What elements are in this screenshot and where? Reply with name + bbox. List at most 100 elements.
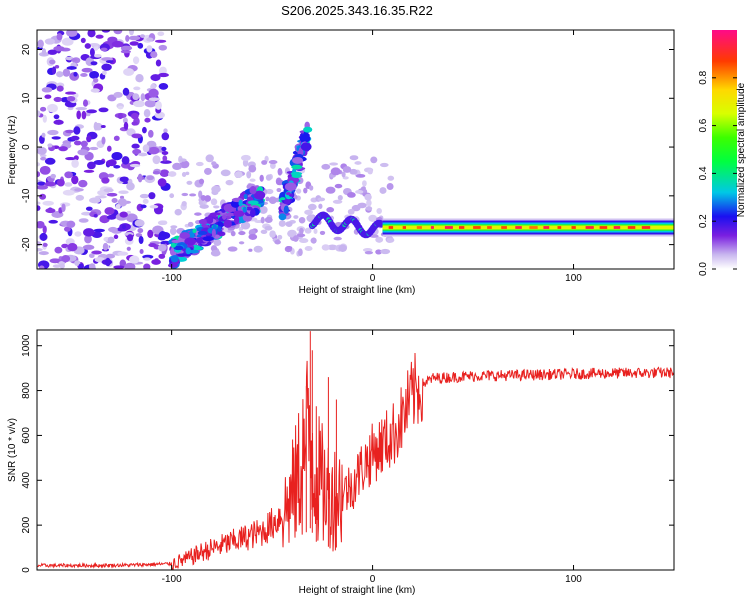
halo-speckle	[341, 171, 346, 178]
snr-x-axis-label: Height of straight line (km)	[299, 585, 416, 596]
noise-speckle	[159, 66, 167, 75]
ramp-1-speckle	[179, 232, 191, 239]
halo-speckle	[227, 246, 238, 252]
halo-speckle	[329, 162, 339, 166]
noise-speckle	[71, 175, 79, 185]
steady-band-peak	[627, 226, 636, 229]
halo-speckle	[367, 168, 373, 175]
halo-speckle	[210, 198, 218, 206]
noise-speckle	[95, 34, 104, 39]
noise-speckle	[113, 30, 123, 35]
ramp-1-speckle	[202, 236, 214, 242]
noise-speckle	[158, 44, 168, 51]
halo-speckle	[179, 158, 187, 162]
y-tick-label: 20	[21, 44, 32, 56]
noise-speckle	[86, 135, 92, 143]
noise-speckle	[100, 47, 108, 52]
noise-speckle	[128, 35, 141, 41]
noise-speckle	[71, 58, 77, 62]
halo-speckle	[179, 160, 190, 169]
halo-speckle	[275, 179, 284, 186]
halo-speckle	[264, 216, 273, 224]
halo-speckle	[189, 193, 197, 197]
halo-speckle	[234, 171, 243, 179]
halo-speckle	[313, 228, 318, 234]
ramp-1-speckle	[243, 193, 248, 200]
noise-speckle	[87, 161, 96, 170]
halo-speckle	[304, 245, 313, 252]
noise-speckle	[113, 91, 123, 98]
halo-speckle	[269, 230, 276, 238]
spectrogram-x-axis-label: Height of straight line (km)	[299, 285, 416, 296]
noise-speckle	[137, 173, 143, 183]
halo-speckle	[198, 178, 205, 185]
halo-speckle	[210, 249, 221, 257]
noise-speckle	[129, 163, 141, 168]
halo-speckle	[321, 244, 330, 251]
noise-speckle	[84, 43, 91, 49]
noise-speckle	[38, 251, 49, 256]
noise-speckle	[142, 198, 149, 204]
halo-speckle	[299, 238, 309, 244]
noise-speckle	[81, 110, 87, 120]
noise-speckle	[54, 65, 60, 69]
noise-speckle	[37, 201, 41, 205]
halo-speckle	[240, 221, 251, 230]
ramp-1-speckle	[222, 214, 227, 220]
noise-speckle	[121, 224, 126, 230]
halo-speckle	[261, 160, 268, 165]
colorbar-tick-label: 0.2	[698, 214, 709, 228]
halo-speckle	[298, 248, 303, 257]
steady-band-peak	[430, 226, 434, 229]
noise-speckle	[126, 234, 134, 242]
steady-band-peak	[473, 226, 481, 229]
noise-speckle	[150, 74, 161, 82]
colorbar-label: Normalized spectral amplitude	[736, 82, 747, 217]
halo-speckle	[285, 221, 293, 227]
noise-speckle	[132, 56, 140, 65]
noise-speckle	[89, 197, 101, 204]
noise-speckle	[44, 181, 57, 187]
noise-speckle	[107, 173, 115, 178]
noise-speckle	[126, 246, 131, 251]
noise-speckle	[93, 213, 98, 218]
halo-speckle	[295, 188, 302, 194]
halo-speckle	[265, 174, 272, 181]
halo-speckle	[205, 154, 214, 163]
ramp-1-speckle	[188, 249, 199, 254]
noise-speckle	[64, 171, 73, 179]
noise-speckle	[146, 37, 154, 42]
halo-speckle	[211, 161, 217, 166]
halo-speckle	[265, 188, 274, 195]
noise-speckle	[91, 250, 102, 255]
noise-speckle	[159, 169, 170, 178]
noise-speckle	[81, 211, 92, 216]
noise-speckle	[120, 45, 133, 51]
halo-speckle	[375, 236, 384, 243]
noise-speckle	[70, 135, 80, 141]
noise-speckle	[93, 77, 99, 83]
ramp-1-speckle	[247, 200, 259, 205]
halo-speckle	[169, 193, 175, 199]
noise-speckle	[142, 126, 147, 134]
noise-speckle	[51, 66, 57, 75]
halo-speckle	[296, 233, 306, 238]
ramp-1-speckle	[170, 255, 179, 263]
halo-speckle	[220, 169, 231, 177]
noise-speckle	[133, 100, 145, 108]
noise-speckle	[44, 94, 52, 99]
halo-speckle	[325, 186, 336, 194]
y-tick-label: 800	[21, 382, 32, 399]
colorbar-tick-label: 0.6	[698, 118, 709, 132]
snr-panel: -100 0 100 0 200 400 600 800 1000 Height of str…	[7, 329, 675, 596]
halo-speckle	[277, 168, 283, 176]
halo-speckle	[174, 208, 182, 216]
steady-band-peak	[613, 226, 621, 229]
noise-speckle	[125, 35, 130, 42]
noise-speckle	[157, 243, 167, 252]
ramp-1-speckle	[194, 246, 204, 250]
noise-speckle	[163, 128, 168, 134]
noise-speckle	[115, 204, 121, 210]
halo-speckle	[376, 207, 382, 215]
halo-speckle	[386, 237, 395, 243]
